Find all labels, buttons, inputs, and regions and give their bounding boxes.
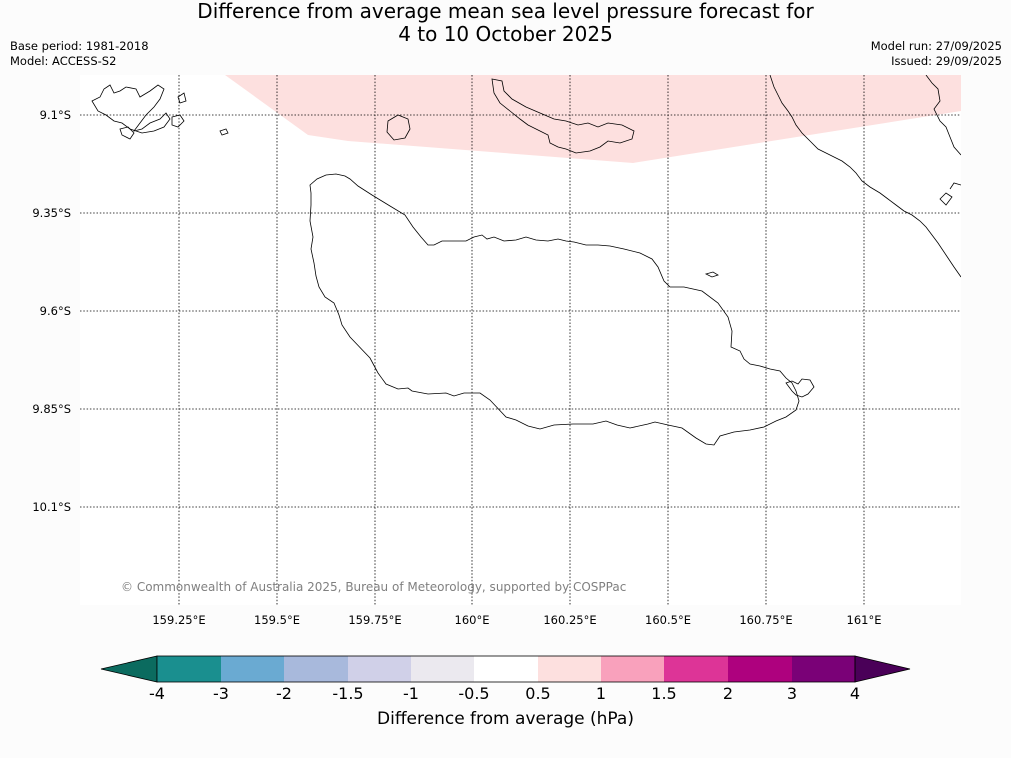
model-run: Model run: 27/09/2025 [870, 39, 1002, 53]
colorbar-outline [156, 655, 856, 683]
colorbar-over-triangle [854, 655, 911, 683]
meta-right: Model run: 27/09/2025 Issued: 29/09/2025 [871, 39, 1002, 69]
coastline-florida-islands [491, 78, 635, 154]
map-panel [80, 75, 961, 605]
colorbar-under-triangle [100, 655, 158, 683]
longitude-label: 159.75°E [348, 613, 402, 627]
colorbar-segment [411, 656, 474, 682]
longitude-label: 160.75°E [739, 613, 793, 627]
colorbar-segment [348, 656, 411, 682]
longitude-label: 159.25°E [152, 613, 206, 627]
chart-title: Difference from average mean sea level p… [0, 0, 1011, 46]
colorbar-tick-label: 0.5 [525, 684, 551, 703]
colorbar-tick-label: -2 [276, 684, 292, 703]
coastline-malaita-north [925, 75, 961, 156]
longitude-label: 160.25°E [543, 613, 597, 627]
model-name: Model: ACCESS-S2 [10, 54, 117, 68]
colorbar-tick-label: -4 [149, 684, 165, 703]
meta-left: Base period: 1981-2018 Model: ACCESS-S2 [10, 39, 149, 69]
latitude-label: 10.1°S [32, 500, 71, 514]
colorbar-segment [728, 656, 792, 682]
colorbar-tick-label: 1 [595, 684, 607, 703]
colorbar-label: Difference from average (hPa) [377, 709, 634, 729]
colorbar-tick-label: -3 [213, 684, 229, 703]
colorbar-tick-label: 1.5 [651, 684, 677, 703]
latitude-label: 9.1°S [39, 108, 71, 122]
coastline-islet-east [785, 378, 815, 398]
colorbar-segment [474, 656, 538, 682]
colorbar [100, 655, 911, 683]
coastline-russell-small-1 [119, 126, 135, 140]
colorbar-segment [664, 656, 728, 682]
coastline-russell-small-3 [219, 128, 229, 136]
copyright-notice: © Commonwealth of Australia 2025, Bureau… [121, 580, 627, 594]
coastline-maramasike [939, 182, 961, 206]
title-line-2: 4 to 10 October 2025 [398, 22, 613, 46]
longitude-label: 160°E [454, 613, 490, 627]
colorbar-segment [284, 656, 348, 682]
base-period: Base period: 1981-2018 [10, 39, 149, 53]
coastline-russell-islands [91, 84, 171, 134]
latitude-label: 9.85°S [32, 402, 71, 416]
longitude-label: 161°E [846, 613, 882, 627]
colorbar-tick-label: 4 [849, 684, 861, 703]
colorbar-segment [601, 656, 664, 682]
longitude-label: 160.5°E [645, 613, 691, 627]
coastlines [91, 75, 961, 446]
anomaly-region [225, 75, 961, 163]
latitude-label: 9.6°S [39, 304, 71, 318]
issued-date: Issued: 29/09/2025 [891, 54, 1002, 68]
coastline-savo [386, 114, 411, 141]
gridlines [80, 75, 961, 605]
colorbar-tick-label: -0.5 [458, 684, 490, 703]
colorbar-segment [792, 656, 855, 682]
title-line-1: Difference from average mean sea level p… [197, 0, 814, 23]
coastline-russell-small-2 [171, 114, 185, 128]
latitude-label: 9.35°S [32, 206, 71, 220]
coastline-islet-small [704, 271, 719, 278]
colorbar-segment [157, 656, 221, 682]
colorbar-segment [221, 656, 284, 682]
colorbar-segment [538, 656, 601, 682]
colorbar-tick-label: 3 [786, 684, 798, 703]
colorbar-tick-label: -1 [403, 684, 419, 703]
coastline-guadalcanal [309, 173, 800, 446]
coastline-russell-small-4 [177, 92, 187, 104]
colorbar-tick-label: -1.5 [332, 684, 364, 703]
colorbar-tick-label: 2 [722, 684, 734, 703]
longitude-label: 159.5°E [254, 613, 300, 627]
